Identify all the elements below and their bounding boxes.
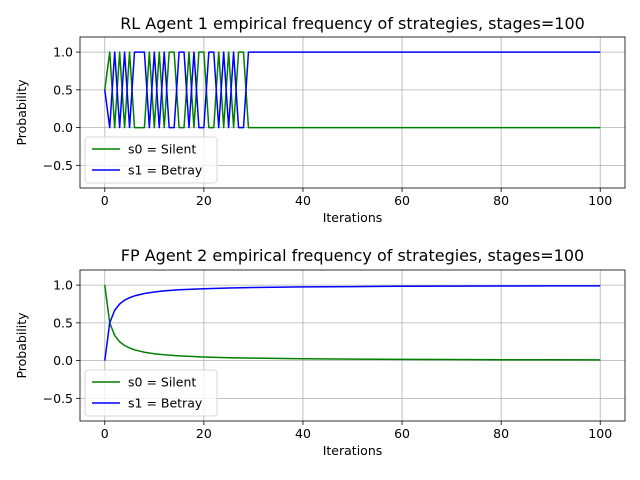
chart-fp-agent-2: 0 20 40 60 80 100 −0.5 0.0 0.5 1.0 FP Agent 2 empi… bbox=[14, 246, 626, 458]
legend-label: s0 = Silent bbox=[128, 142, 196, 157]
legend-label: s1 = Betray bbox=[128, 163, 203, 178]
x-tick-label: 60 bbox=[394, 426, 410, 441]
legend-label: s0 = Silent bbox=[128, 375, 196, 390]
y-tick-label: 0.5 bbox=[53, 315, 73, 330]
y-tick-label: −0.5 bbox=[43, 391, 73, 406]
legend: s0 = Silent s1 = Betray bbox=[84, 136, 218, 184]
x-tick-label: 80 bbox=[493, 426, 509, 441]
series-line-s1-betray bbox=[104, 285, 601, 361]
x-tick-label: 0 bbox=[101, 426, 109, 441]
x-tick-label: 20 bbox=[196, 426, 212, 441]
x-tick-label: 40 bbox=[295, 193, 311, 208]
x-axis-label: Iterations bbox=[323, 443, 383, 458]
x-tick-label: 60 bbox=[394, 193, 410, 208]
chart-title: RL Agent 1 empirical frequency of strate… bbox=[120, 14, 585, 33]
chart-rl-agent-1: 0 20 40 60 80 100 −0.5 0.0 0.5 1.0 RL Agent 1 empi… bbox=[14, 14, 626, 225]
y-tick-label: 0.0 bbox=[53, 353, 73, 368]
y-tick-label: 1.0 bbox=[53, 45, 73, 60]
x-tick-label: 80 bbox=[493, 193, 509, 208]
x-tick-label: 100 bbox=[588, 193, 612, 208]
x-tick-label: 100 bbox=[588, 426, 612, 441]
y-tick-label: 1.0 bbox=[53, 278, 73, 293]
x-tick-label: 20 bbox=[196, 193, 212, 208]
axes-frame bbox=[79, 269, 626, 422]
chart-title: FP Agent 2 empirical frequency of strate… bbox=[121, 246, 584, 265]
y-axis-label: Probability bbox=[14, 312, 29, 379]
series-line-s1-betray bbox=[104, 51, 601, 129]
y-tick-label: 0.0 bbox=[53, 120, 73, 135]
series-line-s0-silent bbox=[104, 285, 601, 361]
x-axis-label: Iterations bbox=[323, 210, 383, 225]
y-tick-label: 0.5 bbox=[53, 82, 73, 97]
legend-label: s1 = Betray bbox=[128, 396, 203, 411]
legend: s0 = Silent s1 = Betray bbox=[84, 369, 218, 417]
series-line-s0-silent bbox=[104, 51, 601, 129]
x-tick-label: 40 bbox=[295, 426, 311, 441]
y-tick-label: −0.5 bbox=[43, 158, 73, 173]
x-tick-label: 0 bbox=[101, 193, 109, 208]
axes-frame bbox=[79, 36, 626, 189]
y-axis-label: Probability bbox=[14, 79, 29, 146]
